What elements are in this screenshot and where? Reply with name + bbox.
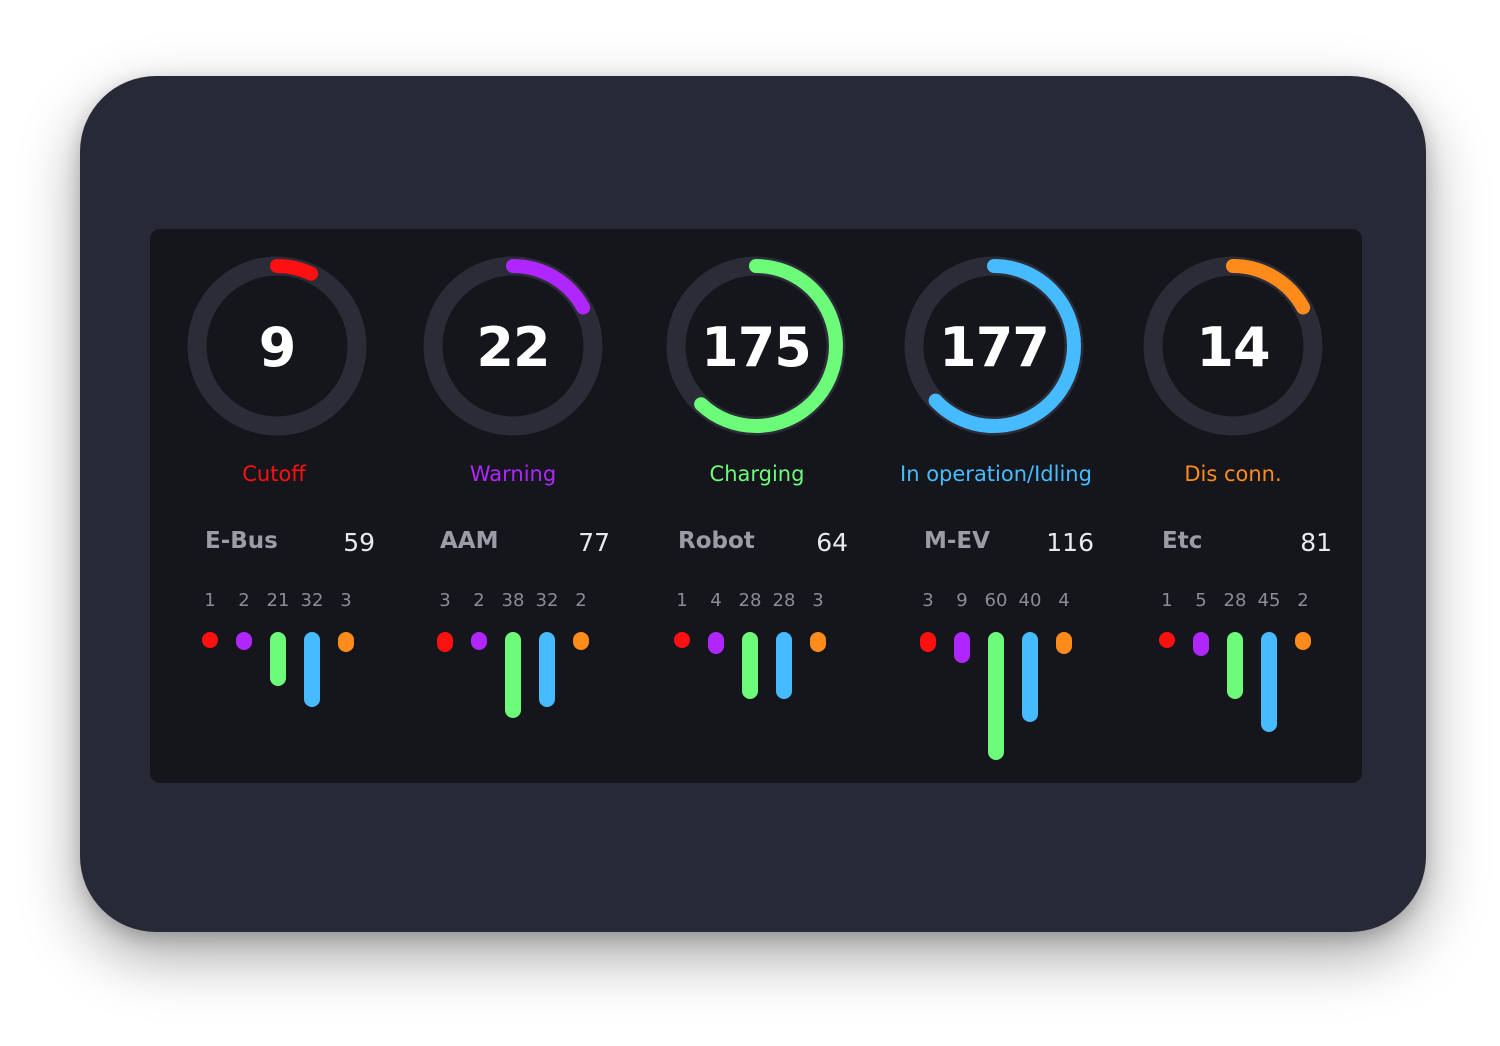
bar-in-operation bbox=[1022, 632, 1038, 722]
category-row-aam[interactable]: AAM 77 bbox=[440, 528, 610, 564]
bar-warning bbox=[236, 632, 252, 650]
bar-cutoff bbox=[202, 632, 218, 648]
bar-count-charging: 21 bbox=[266, 590, 290, 611]
bar-count-disconnected: 3 bbox=[812, 590, 824, 611]
bar-in-operation bbox=[304, 632, 320, 707]
bar-count-disconnected: 3 bbox=[340, 590, 352, 611]
category-name: AAM bbox=[440, 528, 499, 554]
gauge-value-disconnected: 14 bbox=[1196, 316, 1270, 379]
bar-charging bbox=[1227, 632, 1243, 700]
gauge-warning[interactable]: 22 bbox=[423, 256, 603, 436]
category-row-etc[interactable]: Etc 81 bbox=[1162, 528, 1332, 564]
bar-disconnected bbox=[573, 632, 589, 650]
category-name: M-EV bbox=[924, 528, 990, 554]
category-row-robot[interactable]: Robot 64 bbox=[678, 528, 848, 564]
bar-group-mev: 3 9 60 40 4 bbox=[896, 590, 1096, 770]
gauge-ring-charging bbox=[666, 256, 846, 436]
bar-in-operation bbox=[1261, 632, 1277, 732]
category-name: Robot bbox=[678, 528, 755, 554]
category-total: 81 bbox=[1300, 528, 1332, 557]
category-row-mev[interactable]: M-EV 116 bbox=[924, 528, 1094, 564]
bar-count-cutoff: 1 bbox=[1161, 590, 1173, 611]
bar-cutoff bbox=[1159, 632, 1175, 648]
bar-count-in-operation: 45 bbox=[1257, 590, 1281, 611]
bar-count-disconnected: 2 bbox=[575, 590, 587, 611]
bar-group-etc: 1 5 28 45 2 bbox=[1135, 590, 1335, 770]
bar-charging bbox=[505, 632, 521, 719]
bar-count-cutoff: 3 bbox=[439, 590, 451, 611]
bar-count-charging: 28 bbox=[738, 590, 762, 611]
bar-count-warning: 9 bbox=[956, 590, 968, 611]
bar-disconnected bbox=[1295, 632, 1311, 650]
bar-charging bbox=[742, 632, 758, 700]
bar-warning bbox=[471, 632, 487, 650]
bar-charging bbox=[270, 632, 286, 686]
gauge-ring-disconnected bbox=[1143, 256, 1323, 436]
bar-warning bbox=[1193, 632, 1209, 656]
status-label-charging: Charging bbox=[709, 462, 805, 486]
bar-count-charging: 28 bbox=[1223, 590, 1247, 611]
category-name: Etc bbox=[1162, 528, 1203, 554]
bar-group-aam: 3 2 38 32 2 bbox=[413, 590, 613, 770]
gauge-ring-in-operation bbox=[904, 256, 1084, 436]
bar-count-in-operation: 32 bbox=[535, 590, 559, 611]
bar-count-warning: 2 bbox=[473, 590, 485, 611]
bar-disconnected bbox=[810, 632, 826, 652]
bar-warning bbox=[954, 632, 970, 664]
status-label-in-operation: In operation/Idling bbox=[900, 462, 1092, 486]
bar-disconnected bbox=[1056, 632, 1072, 654]
bar-in-operation bbox=[776, 632, 792, 700]
bar-count-cutoff: 1 bbox=[676, 590, 688, 611]
status-label-warning: Warning bbox=[469, 462, 557, 486]
gauge-charging[interactable]: 175 bbox=[666, 256, 846, 436]
category-total: 116 bbox=[1046, 528, 1094, 557]
category-name: E-Bus bbox=[205, 528, 278, 554]
category-row-ebus[interactable]: E-Bus 59 bbox=[205, 528, 375, 564]
bar-group-robot: 1 4 28 28 3 bbox=[650, 590, 850, 770]
bar-count-charging: 38 bbox=[501, 590, 525, 611]
bar-cutoff bbox=[437, 632, 453, 652]
status-label-cutoff: Cutoff bbox=[242, 462, 306, 486]
bar-charging bbox=[988, 632, 1004, 760]
gauge-ring-cutoff bbox=[187, 256, 367, 436]
gauge-value-in-operation: 177 bbox=[939, 316, 1050, 379]
gauge-value-charging: 175 bbox=[701, 316, 812, 379]
gauge-value-cutoff: 9 bbox=[258, 316, 297, 379]
bar-count-cutoff: 1 bbox=[204, 590, 216, 611]
bar-count-in-operation: 40 bbox=[1018, 590, 1042, 611]
bar-count-warning: 2 bbox=[238, 590, 250, 611]
bar-count-in-operation: 28 bbox=[772, 590, 796, 611]
bar-cutoff bbox=[920, 632, 936, 652]
bar-count-charging: 60 bbox=[984, 590, 1008, 611]
bar-cutoff bbox=[674, 632, 690, 648]
bar-count-warning: 4 bbox=[710, 590, 722, 611]
status-label-disconnected: Dis conn. bbox=[1184, 462, 1282, 486]
bar-count-disconnected: 2 bbox=[1297, 590, 1309, 611]
bar-count-warning: 5 bbox=[1195, 590, 1207, 611]
bar-count-disconnected: 4 bbox=[1058, 590, 1070, 611]
bar-count-in-operation: 32 bbox=[300, 590, 324, 611]
category-total: 77 bbox=[578, 528, 610, 557]
gauge-value-warning: 22 bbox=[476, 316, 550, 379]
bar-group-ebus: 1 2 21 32 3 bbox=[178, 590, 378, 770]
bar-disconnected bbox=[338, 632, 354, 652]
bar-in-operation bbox=[539, 632, 555, 707]
bar-count-cutoff: 3 bbox=[922, 590, 934, 611]
gauge-ring-warning bbox=[423, 256, 603, 436]
category-total: 64 bbox=[816, 528, 848, 557]
gauge-in-operation[interactable]: 177 bbox=[904, 256, 1084, 436]
category-total: 59 bbox=[343, 528, 375, 557]
gauge-cutoff[interactable]: 9 bbox=[187, 256, 367, 436]
gauge-disconnected[interactable]: 14 bbox=[1143, 256, 1323, 436]
bar-warning bbox=[708, 632, 724, 654]
